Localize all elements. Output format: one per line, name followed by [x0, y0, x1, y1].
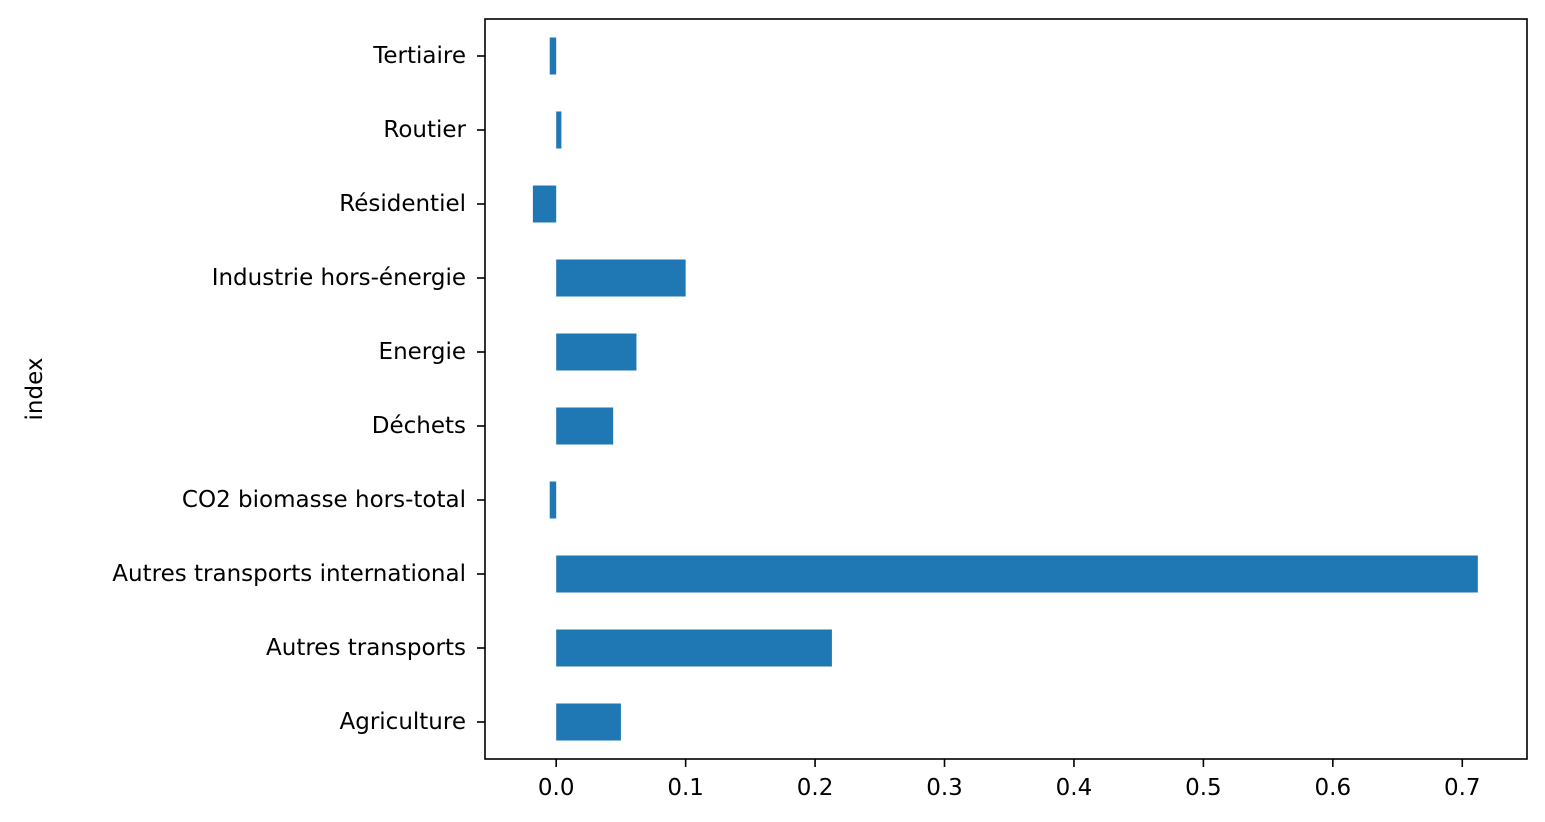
y-tick-label-residentiel: Résidentiel [339, 191, 466, 217]
x-tick-label: 0.6 [1315, 775, 1352, 801]
y-axis-ticks: Agriculture Autres transports Autres trans… [112, 43, 485, 735]
y-tick-label-dechets: Déchets [372, 413, 466, 439]
x-tick-label: 0.2 [797, 775, 834, 801]
x-tick-label: 0.0 [538, 775, 575, 801]
x-tick-label: 0.1 [667, 775, 704, 801]
bar-industrie-hors-energie [556, 259, 686, 297]
x-tick-label: 0.7 [1444, 775, 1481, 801]
bar-autres-transports [556, 629, 832, 667]
bars-group [532, 37, 1478, 741]
y-tick-label-autres-transports-international: Autres transports international [112, 561, 466, 587]
x-tick-label: 0.4 [1056, 775, 1093, 801]
bar-agriculture [556, 703, 621, 741]
y-axis-label: index [22, 358, 48, 421]
bar-residentiel [532, 185, 557, 223]
bar-energie [556, 333, 637, 371]
y-tick-label-co2-biomasse-hors-total: CO2 biomasse hors-total [182, 487, 466, 513]
bar-tertiaire [549, 37, 557, 75]
y-tick-label-tertiaire: Tertiaire [372, 43, 466, 69]
x-tick-label: 0.3 [926, 775, 963, 801]
x-axis-ticks: 0.0 0.1 0.2 0.3 0.4 0.5 0.6 0.7 [538, 759, 1481, 801]
x-tick-label: 0.5 [1185, 775, 1222, 801]
y-tick-label-routier: Routier [383, 117, 466, 143]
y-tick-label-industrie-hors-energie: Industrie hors-énergie [212, 265, 466, 291]
y-tick-label-agriculture: Agriculture [340, 709, 467, 735]
bar-co2-biomasse-hors-total [549, 481, 557, 519]
plot-frame [484, 18, 1528, 760]
bar-routier [556, 111, 562, 149]
bar-autres-transports-international [556, 555, 1478, 593]
y-tick-label-autres-transports: Autres transports [266, 635, 466, 661]
y-tick-label-energie: Energie [379, 339, 466, 365]
bar-dechets [556, 407, 614, 445]
